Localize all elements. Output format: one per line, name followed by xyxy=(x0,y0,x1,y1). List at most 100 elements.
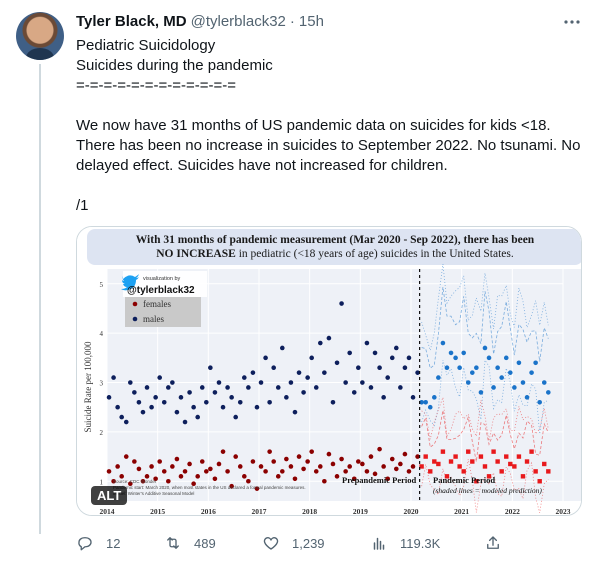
female-point xyxy=(170,464,175,469)
tweet-line: =-=-=-=-=-=-=-=-=-=-=-= xyxy=(76,77,237,94)
female-point xyxy=(398,461,403,467)
male-point xyxy=(322,370,327,375)
legend-females: females xyxy=(143,299,171,309)
action-bar: 12 489 1,239 119.3K xyxy=(76,532,506,554)
female-point xyxy=(140,478,146,484)
x-tick-label: 2021 xyxy=(454,507,469,516)
female-point xyxy=(343,469,348,474)
male-point xyxy=(204,399,209,405)
avatar[interactable] xyxy=(16,12,64,60)
author-name[interactable]: Tyler Black, MD xyxy=(76,13,187,30)
male-point xyxy=(410,395,416,400)
male-point xyxy=(377,365,382,371)
male-point xyxy=(339,301,344,306)
male-point xyxy=(140,409,146,415)
female-pandemic-point xyxy=(453,454,458,459)
male-point xyxy=(149,404,154,410)
female-pandemic-point xyxy=(440,449,446,454)
female-point xyxy=(149,464,154,469)
female-pandemic-point xyxy=(546,469,551,474)
male-pandemic-point xyxy=(427,404,433,410)
female-point xyxy=(157,459,162,464)
alt-badge[interactable]: ALT xyxy=(91,486,128,505)
male-point xyxy=(271,365,276,371)
female-pandemic-point xyxy=(474,479,479,484)
x-tick-label: 2014 xyxy=(100,507,115,516)
male-point xyxy=(305,375,310,380)
female-point xyxy=(381,464,386,469)
tweet-media[interactable]: With 31 months of pandemic measurement (… xyxy=(76,226,582,516)
y-tick-label: 3 xyxy=(100,380,104,388)
heart-icon xyxy=(263,537,279,550)
female-point xyxy=(263,469,268,474)
views-count: 119.3K xyxy=(400,535,441,551)
male-point xyxy=(195,414,200,420)
tweet-line xyxy=(76,96,581,116)
female-point xyxy=(313,469,319,474)
female-point xyxy=(144,474,150,479)
female-point xyxy=(254,486,260,491)
female-pandemic-point xyxy=(457,464,462,469)
male-point xyxy=(166,385,171,390)
like-button[interactable]: 1,239 xyxy=(262,534,325,552)
female-pandemic-point xyxy=(423,454,428,459)
female-point xyxy=(356,459,361,464)
y-axis-label: Suicide Rate per 100,000 xyxy=(83,341,93,432)
female-pandemic-point xyxy=(533,469,538,474)
like-count: 1,239 xyxy=(292,535,325,551)
female-pandemic-point xyxy=(499,469,504,474)
male-point xyxy=(394,345,399,351)
female-point xyxy=(178,474,184,479)
prepandemic-label: Prepandemic Period xyxy=(342,475,416,485)
male-point xyxy=(170,380,175,385)
male-point xyxy=(360,380,365,385)
female-point xyxy=(385,476,390,482)
female-point xyxy=(284,456,289,462)
male-point xyxy=(119,414,124,420)
male-pandemic-point xyxy=(486,355,492,361)
female-point xyxy=(280,469,285,474)
female-point xyxy=(402,451,408,457)
banner-line-2-rest: in pediatric (<18 years of age) suicides… xyxy=(236,248,514,260)
share-button[interactable] xyxy=(484,534,514,552)
male-point xyxy=(254,404,260,410)
male-point xyxy=(136,399,142,405)
x-tick-label: 2018 xyxy=(302,507,317,516)
female-point xyxy=(195,474,200,479)
male-pandemic-point xyxy=(423,399,428,405)
female-point xyxy=(394,466,399,472)
female-pandemic-point xyxy=(444,474,450,479)
pandemic-label: Pandemic Period xyxy=(433,475,495,485)
separator-dot: · xyxy=(289,13,295,30)
female-point xyxy=(246,478,251,484)
legend-male-marker xyxy=(132,316,138,322)
male-point xyxy=(237,399,243,405)
male-point xyxy=(372,350,378,356)
male-point xyxy=(144,385,150,390)
female-point xyxy=(237,464,243,469)
female-point xyxy=(182,469,188,474)
female-pandemic-point xyxy=(524,459,530,464)
male-point xyxy=(389,355,395,361)
male-pandemic-point xyxy=(508,370,513,375)
source-line: Pandemic start: March 2020, when most st… xyxy=(113,485,306,490)
reply-button[interactable]: 12 xyxy=(76,534,120,552)
author-handle[interactable]: @tylerblack32 xyxy=(190,13,286,30)
male-point xyxy=(296,370,302,375)
tweet-time[interactable]: 15h xyxy=(298,13,324,30)
female-point xyxy=(174,456,180,462)
views-button[interactable]: 119.3K xyxy=(370,534,440,552)
chart: With 31 months of pandemic measurement (… xyxy=(77,227,581,516)
reply-count: 12 xyxy=(106,535,121,551)
title-banner xyxy=(87,229,581,265)
male-point xyxy=(157,375,162,380)
female-pandemic-point xyxy=(428,469,433,474)
retweet-button[interactable]: 489 xyxy=(164,534,216,552)
female-pandemic-point xyxy=(516,454,522,459)
ellipsis-icon[interactable] xyxy=(562,12,582,32)
female-point xyxy=(106,469,112,474)
male-point xyxy=(292,409,298,415)
male-pandemic-point xyxy=(453,355,458,361)
male-pandemic-point xyxy=(503,355,509,361)
female-pandemic-point xyxy=(432,459,437,464)
